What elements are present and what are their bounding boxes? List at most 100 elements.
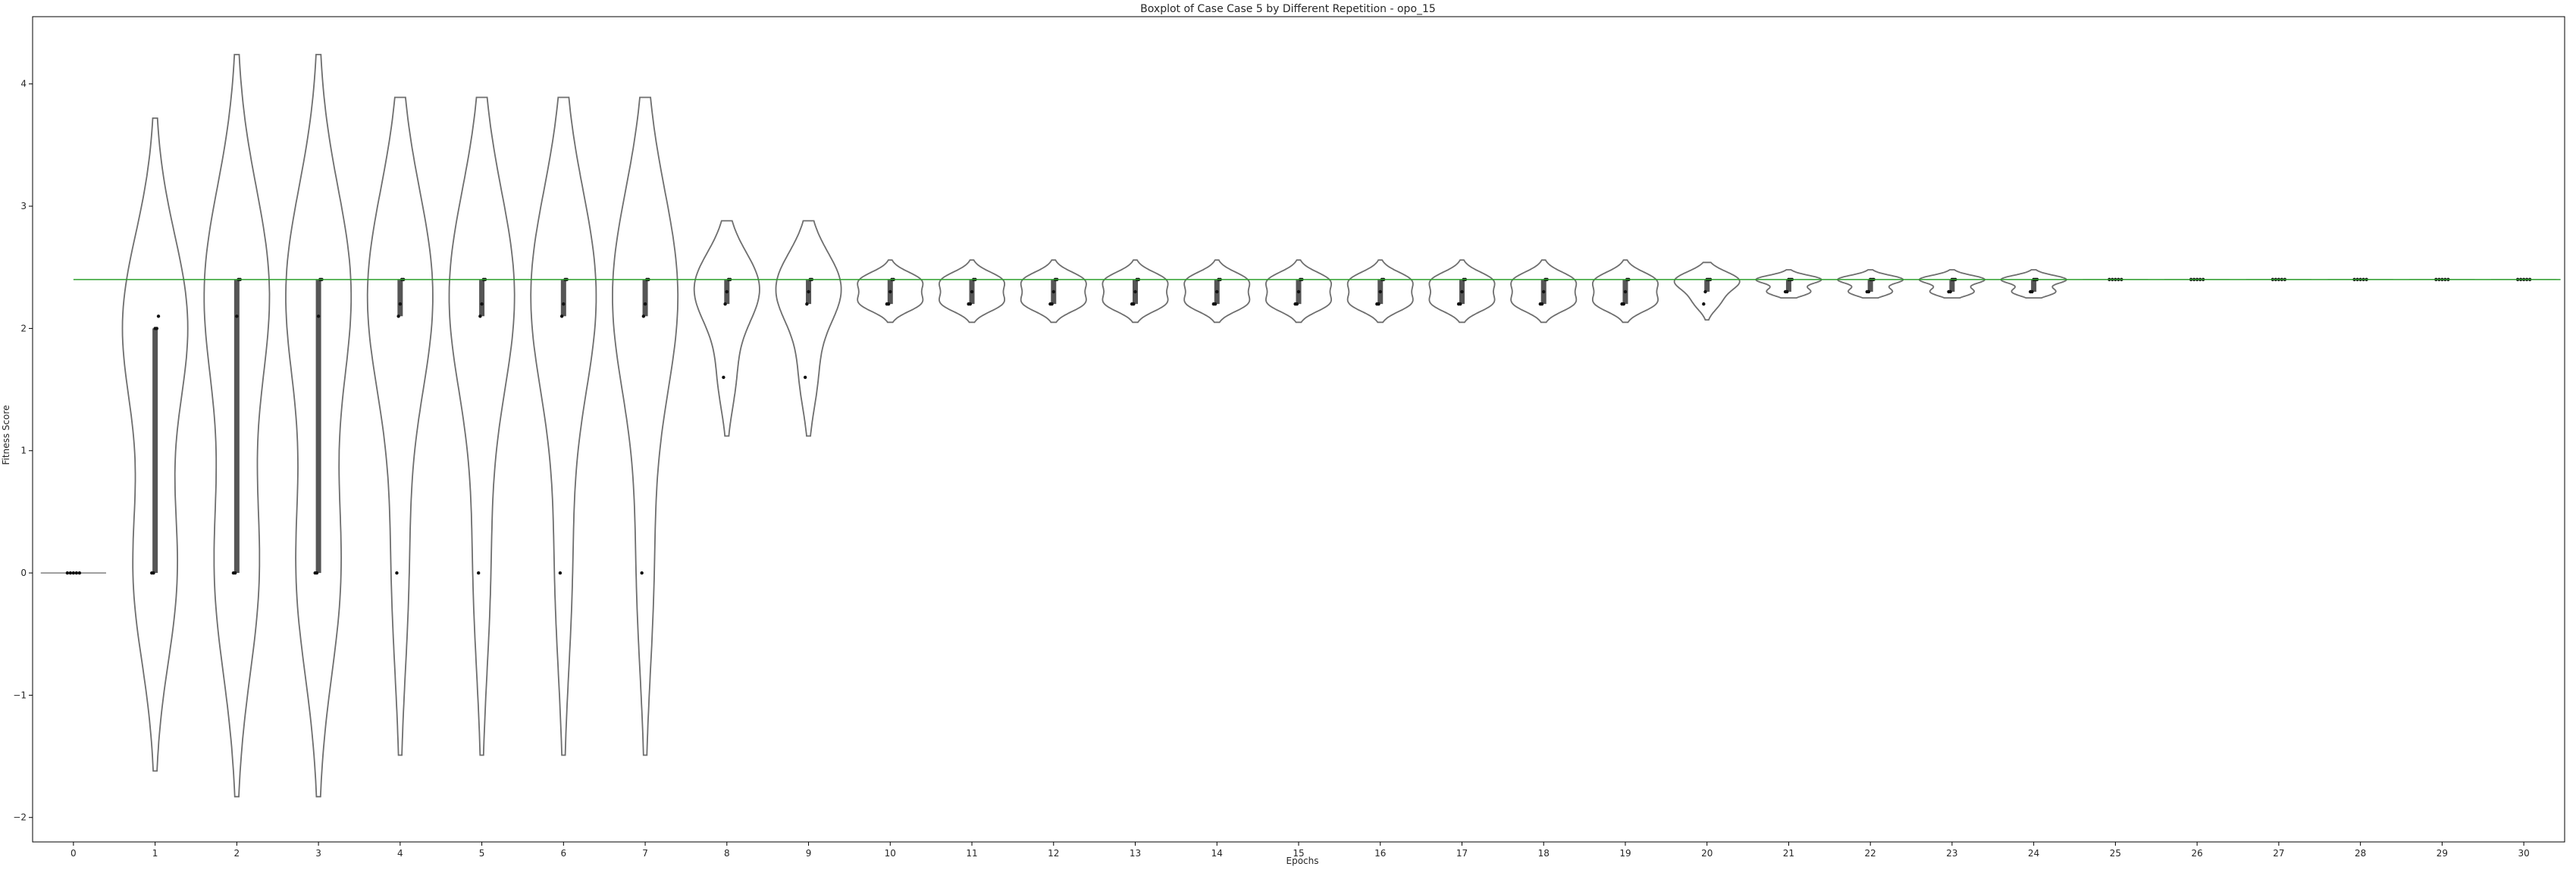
point-8-1 <box>723 302 727 306</box>
chart-title: Boxplot of Case Case 5 by Different Repe… <box>1140 3 1436 15</box>
x-tick-label: 7 <box>642 848 648 859</box>
y-tick-label: −1 <box>13 690 27 700</box>
box-4 <box>397 279 403 317</box>
point-0-3 <box>74 571 79 575</box>
point-11-2 <box>970 289 974 294</box>
x-tick-label: 30 <box>2518 848 2529 859</box>
box-21 <box>1785 279 1791 292</box>
point-13-2 <box>1133 289 1137 294</box>
box-22 <box>1867 279 1873 292</box>
point-10-2 <box>888 289 892 294</box>
y-tick-label: 3 <box>20 201 27 211</box>
point-7-2 <box>643 302 647 306</box>
x-axis-label: Epochs <box>1286 856 1319 866</box>
point-14-1 <box>1213 302 1217 306</box>
point-12-2 <box>1051 289 1055 294</box>
box-7 <box>642 279 648 317</box>
y-tick-label: 4 <box>20 79 27 89</box>
point-5-2 <box>480 302 484 306</box>
x-tick-label: 16 <box>1374 848 1386 859</box>
x-tick-label: 27 <box>2273 848 2284 859</box>
point-9-1 <box>805 302 809 306</box>
violin-7 <box>612 96 679 756</box>
point-1-3 <box>155 327 159 330</box>
x-tick-label: 23 <box>1946 848 1957 859</box>
point-0-0 <box>65 571 70 575</box>
violin-4 <box>366 96 434 756</box>
point-14-2 <box>1215 289 1219 294</box>
x-tick-label: 1 <box>152 848 158 859</box>
point-9-0 <box>803 375 807 380</box>
point-19-2 <box>1623 289 1628 294</box>
x-tick-label: 22 <box>1865 848 1876 859</box>
x-tick-label: 12 <box>1048 848 1059 859</box>
y-tick-label: 1 <box>20 446 27 456</box>
point-0-4 <box>77 571 82 575</box>
point-5-0 <box>476 571 481 575</box>
point-18-1 <box>1540 302 1544 306</box>
point-9-2 <box>807 289 810 294</box>
point-16-2 <box>1378 289 1382 294</box>
x-tick-label: 29 <box>2437 848 2448 859</box>
x-tick-label: 15 <box>1293 848 1304 859</box>
point-16-1 <box>1377 302 1380 306</box>
box-24 <box>2031 279 2037 292</box>
x-tick-label: 0 <box>71 848 77 859</box>
point-7-1 <box>641 314 646 318</box>
x-tick-label: 25 <box>2110 848 2121 859</box>
box-1 <box>152 328 158 574</box>
box-5 <box>479 279 485 317</box>
x-tick-label: 8 <box>724 848 730 859</box>
y-axis-label: Fitness Score <box>1 405 11 465</box>
point-2-2 <box>235 314 239 318</box>
point-17-2 <box>1460 289 1464 294</box>
point-6-1 <box>559 314 564 318</box>
x-tick-label: 11 <box>966 848 977 859</box>
x-tick-label: 17 <box>1456 848 1468 859</box>
y-tick-label: 2 <box>20 323 27 333</box>
point-10-1 <box>886 302 891 306</box>
point-20-0 <box>1702 302 1706 306</box>
point-13-1 <box>1132 302 1136 306</box>
point-4-2 <box>398 302 403 306</box>
point-3-1 <box>315 571 319 575</box>
point-22-1 <box>1866 289 1871 294</box>
x-tick-label: 21 <box>1783 848 1794 859</box>
x-tick-label: 26 <box>2192 848 2203 859</box>
y-tick-label: −2 <box>13 812 27 823</box>
point-19-1 <box>1622 302 1625 306</box>
x-tick-label: 2 <box>234 848 240 859</box>
point-1-4 <box>156 314 161 318</box>
y-tick-label: 0 <box>20 568 27 578</box>
x-tick-label: 5 <box>479 848 485 859</box>
box-20 <box>1704 279 1710 292</box>
x-tick-label: 24 <box>2028 848 2039 859</box>
point-20-1 <box>1703 289 1707 294</box>
point-4-1 <box>396 314 400 318</box>
point-6-0 <box>558 571 563 575</box>
x-tick-label: 20 <box>1701 848 1713 859</box>
point-8-0 <box>722 375 725 380</box>
point-15-2 <box>1296 289 1301 294</box>
x-tick-label: 6 <box>561 848 567 859</box>
box-6 <box>560 279 566 317</box>
x-tick-label: 19 <box>1619 848 1631 859</box>
point-18-2 <box>1542 289 1546 294</box>
x-tick-label: 3 <box>315 848 321 859</box>
point-1-1 <box>152 571 155 575</box>
violin-9 <box>775 220 842 437</box>
x-tick-label: 4 <box>397 848 403 859</box>
point-0-1 <box>68 571 73 575</box>
point-5-1 <box>478 314 482 318</box>
violin-8 <box>693 220 760 437</box>
point-23-1 <box>1948 289 1952 294</box>
point-24-1 <box>2030 289 2034 294</box>
point-11-1 <box>968 302 973 306</box>
x-tick-label: 9 <box>806 848 812 859</box>
violin-5 <box>448 96 516 756</box>
box-2 <box>233 279 240 574</box>
point-12-1 <box>1050 302 1054 306</box>
